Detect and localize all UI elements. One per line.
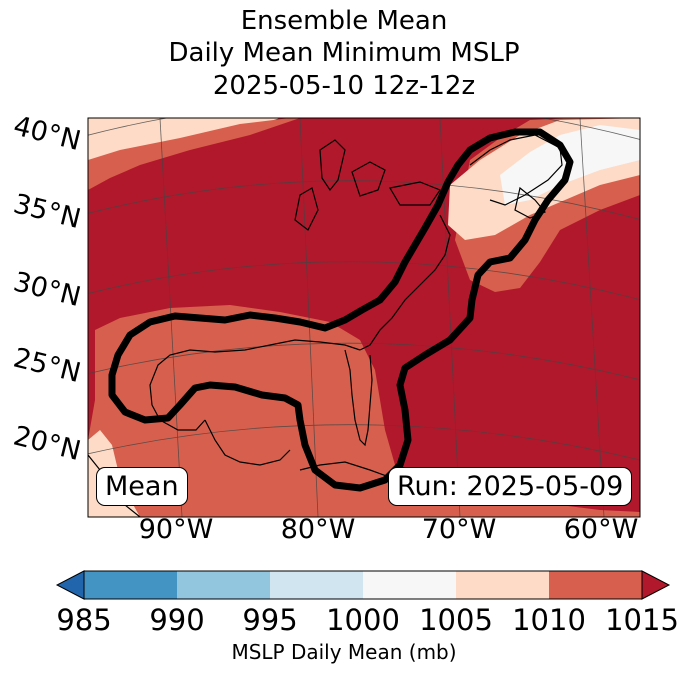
lon-label-70w: 70°W [421, 514, 497, 545]
lon-label-60w: 60°W [563, 514, 639, 545]
graticule [88, 118, 640, 517]
colorbar-tick-985: 985 [56, 603, 112, 637]
title-line-2: Daily Mean Minimum MSLP [168, 38, 520, 68]
colorbar-tick-1000: 1000 [326, 603, 400, 637]
title-line-3: 2025-05-10 12z-12z [212, 71, 476, 101]
map-frame [87, 117, 641, 518]
coastlines [88, 134, 563, 517]
colorbar-tick-995: 995 [242, 603, 298, 637]
colorbar-outline [83, 570, 643, 600]
colorbar-under-arrow [55, 570, 85, 600]
colorbar-label: MSLP Daily Mean (mb) [231, 640, 457, 664]
colorbar-bin-1005-1010 [456, 571, 549, 599]
pressure-field-1005-1010-northwest [88, 118, 300, 190]
run-label-box: Run: 2025-05-09 [388, 467, 633, 506]
colorbar-tick-1010: 1010 [512, 603, 586, 637]
colorbar-bin-1010-1015 [549, 571, 642, 599]
mslp-contour [108, 128, 574, 492]
colorbar-tick-1005: 1005 [419, 603, 493, 637]
colorbar-bin-985-990 [84, 571, 177, 599]
colorbar-bin-990-995 [177, 571, 270, 599]
pressure-field-1005-1010-south [88, 305, 640, 517]
colorbar-tick-990: 990 [149, 603, 205, 637]
mean-label-box: Mean [96, 467, 188, 506]
colorbar-over-arrow [641, 570, 671, 600]
colorbar-bin-995-1000 [270, 571, 363, 599]
colorbar-bin-1000-1005 [363, 571, 456, 599]
lon-label-90w: 90°W [138, 514, 214, 545]
title-line-1: Ensemble Mean [240, 6, 448, 36]
colorbar-tick-1015: 1015 [605, 603, 679, 637]
lon-label-80w: 80°W [280, 514, 356, 545]
